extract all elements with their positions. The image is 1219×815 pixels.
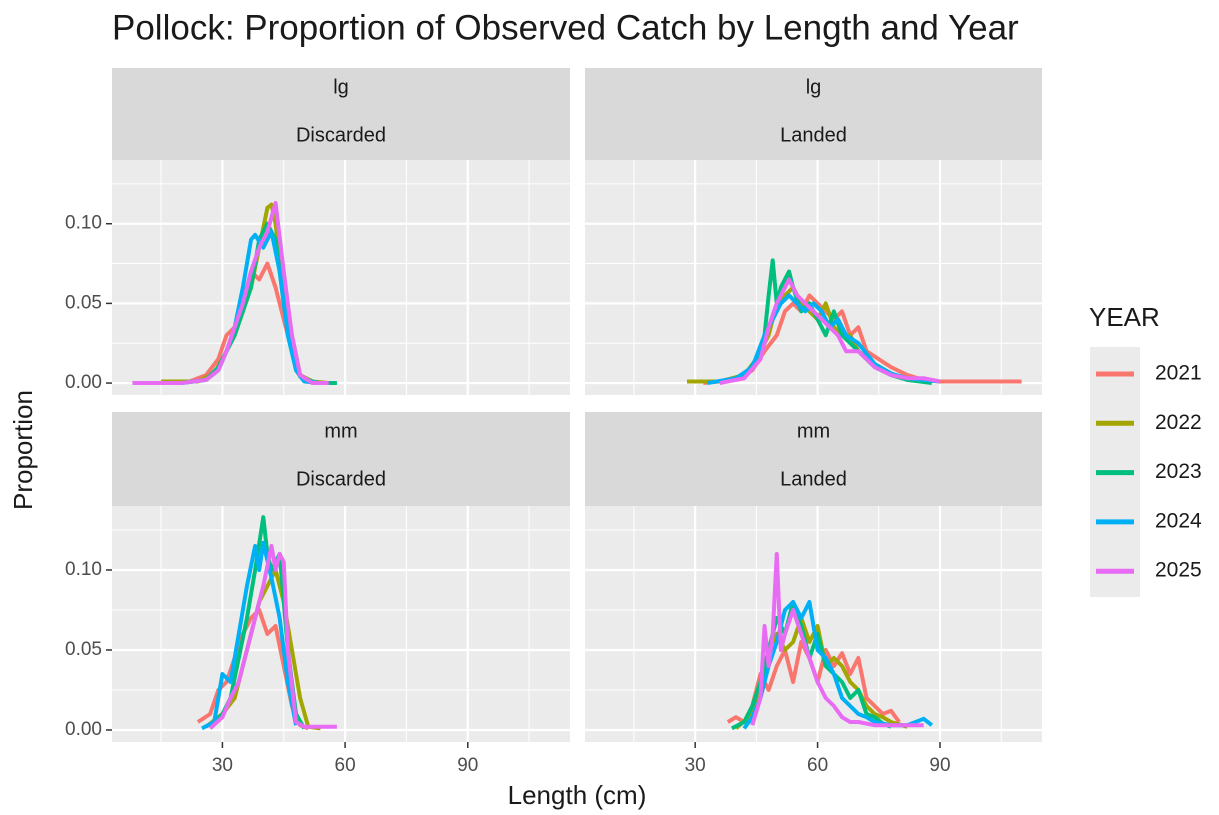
y-tick-label: 0.10 xyxy=(65,559,102,580)
x-tick-label: 60 xyxy=(807,755,828,776)
strip-label: Landed xyxy=(780,468,847,490)
legend-label: 2023 xyxy=(1155,460,1202,483)
legend-label: 2024 xyxy=(1155,509,1202,532)
strip-background xyxy=(112,68,570,160)
data-line xyxy=(208,544,337,730)
y-tick-label: 0.05 xyxy=(65,639,102,660)
legend-label: 2025 xyxy=(1155,559,1202,582)
strip-background xyxy=(112,412,570,506)
legend-label: 2021 xyxy=(1155,362,1202,385)
y-axis-label: Proportion xyxy=(8,390,38,510)
data-line xyxy=(719,277,941,386)
strip-background xyxy=(585,68,1042,160)
strip-label: lg xyxy=(333,76,349,98)
x-axis-label: Length (cm) xyxy=(508,780,647,810)
x-tick-label: 30 xyxy=(212,755,233,776)
strip-label: lg xyxy=(806,76,822,98)
data-line xyxy=(132,201,329,386)
y-tick-label: 0.05 xyxy=(65,292,102,313)
legend-label: 2022 xyxy=(1155,411,1202,434)
data-line xyxy=(750,552,924,728)
data-line xyxy=(201,540,298,731)
panel-background xyxy=(112,506,570,742)
y-tick-label: 0.00 xyxy=(65,372,102,393)
strip-background xyxy=(585,412,1042,506)
chart-title: Pollock: Proportion of Observed Catch by… xyxy=(112,8,1019,47)
panel-background xyxy=(112,160,570,395)
data-line xyxy=(204,568,321,731)
panel-background xyxy=(585,160,1042,395)
strip-label: mm xyxy=(324,420,357,442)
legend-title: YEAR xyxy=(1089,302,1160,332)
x-tick-label: 30 xyxy=(685,755,706,776)
x-tick-label: 60 xyxy=(335,755,356,776)
x-tick-label: 90 xyxy=(457,755,478,776)
strip-label: Landed xyxy=(780,124,847,146)
y-tick-label: 0.10 xyxy=(65,213,102,234)
x-tick-label: 90 xyxy=(929,755,950,776)
strip-label: mm xyxy=(797,420,830,442)
strip-label: Discarded xyxy=(296,468,386,490)
y-tick-label: 0.00 xyxy=(65,719,102,740)
strip-label: Discarded xyxy=(296,124,386,146)
